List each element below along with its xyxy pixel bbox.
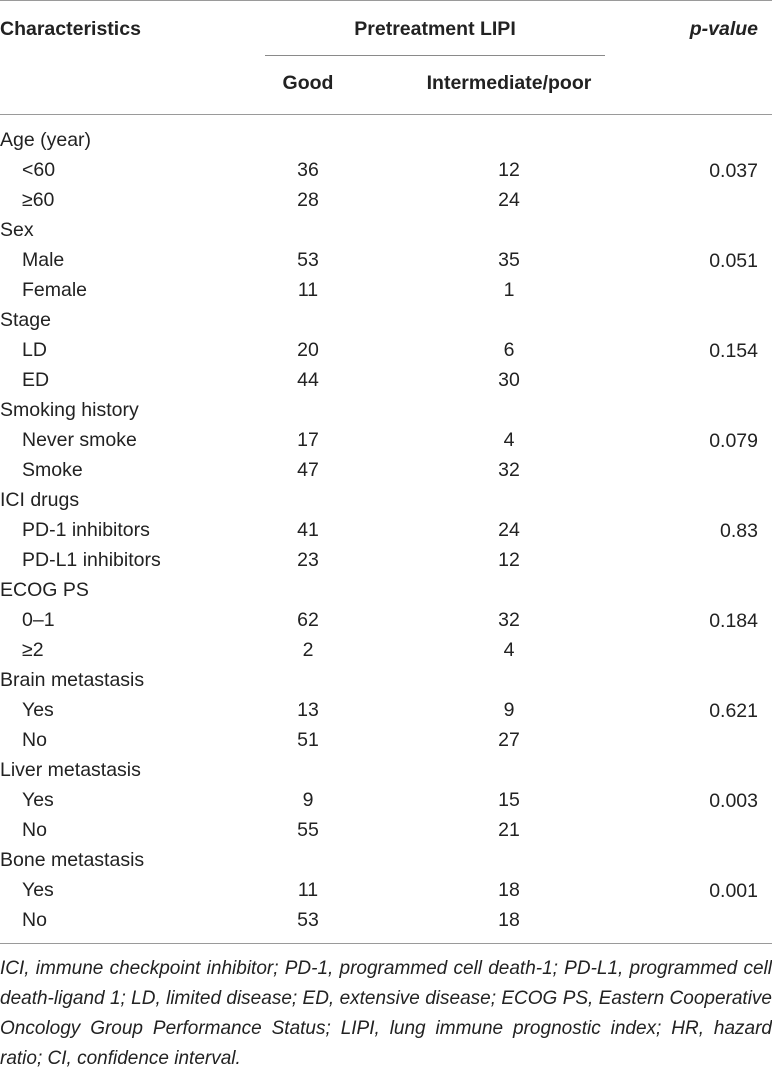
subgroup-label: Smoke bbox=[22, 459, 83, 481]
subgroup-label: Female bbox=[22, 279, 88, 301]
intermediate-poor-count: 32 bbox=[498, 459, 520, 481]
p-value-cell: 0.184 bbox=[709, 610, 758, 632]
good-count: 47 bbox=[297, 459, 319, 481]
category-label: Bone metastasis bbox=[0, 849, 145, 871]
header-good: Good bbox=[282, 72, 334, 94]
category-label: Sex bbox=[0, 219, 34, 241]
good-count: 53 bbox=[297, 249, 319, 271]
subgroup-label: No bbox=[22, 729, 47, 751]
intermediate-poor-count: 24 bbox=[498, 519, 520, 541]
intermediate-poor-count: 12 bbox=[498, 549, 520, 571]
subgroup-label: Yes bbox=[22, 699, 54, 721]
subgroup-label: LD bbox=[22, 339, 47, 361]
intermediate-poor-count: 12 bbox=[498, 159, 520, 181]
intermediate-poor-count: 21 bbox=[498, 819, 520, 841]
subgroup-label: ≥2 bbox=[22, 639, 44, 661]
intermediate-poor-count: 18 bbox=[498, 909, 520, 931]
p-value-cell: 0.001 bbox=[709, 880, 758, 902]
subgroup-label: No bbox=[22, 909, 47, 931]
header-bottom-rule bbox=[0, 114, 772, 115]
intermediate-poor-count: 15 bbox=[498, 789, 520, 811]
good-count: 41 bbox=[297, 519, 319, 541]
intermediate-poor-count: 6 bbox=[503, 339, 515, 361]
p-value-cell: 0.079 bbox=[709, 430, 758, 452]
p-value-cell: 0.037 bbox=[709, 160, 758, 182]
subgroup-label: PD-L1 inhibitors bbox=[22, 549, 161, 571]
header-p-value: p-value bbox=[689, 18, 758, 40]
category-label: Smoking history bbox=[0, 399, 139, 421]
subgroup-label: 0–1 bbox=[22, 609, 55, 631]
p-value-cell: 0.83 bbox=[720, 520, 758, 542]
good-count: 2 bbox=[302, 639, 314, 661]
subgroup-label: Male bbox=[22, 249, 65, 271]
good-count: 11 bbox=[297, 279, 319, 301]
subgroup-label: Yes bbox=[22, 789, 54, 811]
p-value-cell: 0.051 bbox=[709, 250, 758, 272]
table-footnote: ICI, immune checkpoint inhibitor; PD-1, … bbox=[0, 958, 772, 1069]
subgroup-label: Never smoke bbox=[22, 429, 137, 451]
pretreatment-span-rule bbox=[265, 55, 605, 56]
good-count: 11 bbox=[297, 879, 319, 901]
header-characteristics: Characteristics bbox=[0, 18, 141, 40]
intermediate-poor-count: 9 bbox=[503, 699, 515, 721]
good-count: 44 bbox=[297, 369, 319, 391]
good-count: 55 bbox=[297, 819, 319, 841]
good-count: 9 bbox=[302, 789, 314, 811]
top-rule bbox=[0, 0, 772, 1]
header-pretreatment-lipi: Pretreatment LIPI bbox=[354, 18, 516, 40]
intermediate-poor-count: 30 bbox=[498, 369, 520, 391]
category-label: ICI drugs bbox=[0, 489, 80, 511]
category-label: ECOG PS bbox=[0, 579, 89, 601]
category-label: Brain metastasis bbox=[0, 669, 145, 691]
category-label: Liver metastasis bbox=[0, 759, 141, 781]
intermediate-poor-count: 4 bbox=[503, 429, 515, 451]
subgroup-label: No bbox=[22, 819, 47, 841]
category-label: Age (year) bbox=[0, 129, 92, 151]
intermediate-poor-count: 24 bbox=[498, 189, 520, 211]
p-value-cell: 0.621 bbox=[709, 700, 758, 722]
good-count: 53 bbox=[297, 909, 319, 931]
good-count: 51 bbox=[297, 729, 319, 751]
subgroup-label: PD-1 inhibitors bbox=[22, 519, 150, 541]
good-count: 23 bbox=[297, 549, 319, 571]
subgroup-label: ED bbox=[22, 369, 50, 391]
subgroup-label: Yes bbox=[22, 879, 54, 901]
good-count: 62 bbox=[297, 609, 319, 631]
p-value-cell: 0.154 bbox=[709, 340, 758, 362]
intermediate-poor-count: 18 bbox=[498, 879, 520, 901]
table-body: Age (year) <60 36 12 0.037 ≥60 28 24 Sex Male 53 35… bbox=[0, 129, 758, 931]
intermediate-poor-count: 32 bbox=[498, 609, 520, 631]
subgroup-label: ≥60 bbox=[22, 189, 55, 211]
good-count: 13 bbox=[297, 699, 319, 721]
intermediate-poor-count: 35 bbox=[498, 249, 520, 271]
intermediate-poor-count: 1 bbox=[503, 279, 515, 301]
p-value-cell: 0.003 bbox=[709, 790, 758, 812]
intermediate-poor-count: 27 bbox=[498, 729, 520, 751]
subgroup-label: <60 bbox=[22, 159, 56, 181]
good-count: 28 bbox=[297, 189, 319, 211]
good-count: 17 bbox=[297, 429, 319, 451]
good-count: 36 bbox=[297, 159, 319, 181]
good-count: 20 bbox=[297, 339, 319, 361]
bottom-rule bbox=[0, 943, 772, 944]
category-label: Stage bbox=[0, 309, 51, 331]
intermediate-poor-count: 4 bbox=[503, 639, 515, 661]
header-intermediate-poor: Intermediate/poor bbox=[426, 72, 592, 94]
